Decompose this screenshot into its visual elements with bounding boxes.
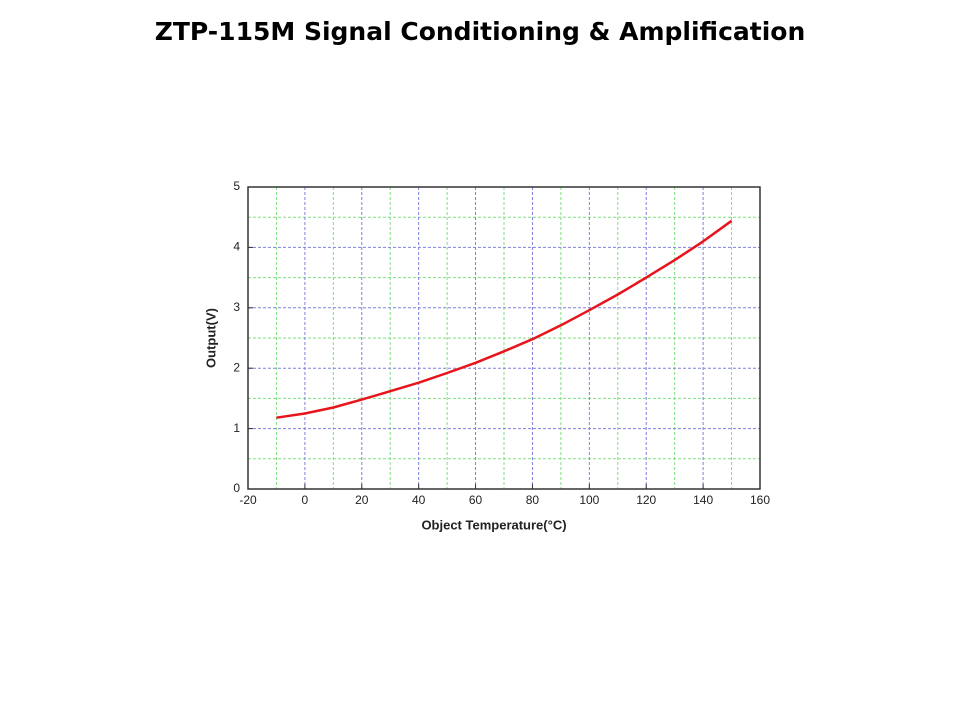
- data-line: [276, 219, 733, 419]
- x-axis-label: Object Temperature(°C): [421, 517, 566, 532]
- y-tick-label: 3: [233, 300, 240, 314]
- x-tick-label: 120: [636, 493, 656, 507]
- x-tick-label: 0: [302, 493, 309, 507]
- x-tick-label: 160: [750, 493, 770, 507]
- y-tick-label: 2: [233, 360, 240, 374]
- y-axis-label: Output(V): [203, 308, 218, 368]
- x-tick-label: 80: [526, 493, 540, 507]
- x-tick-label: 140: [693, 493, 713, 507]
- plot-frame: [247, 186, 761, 490]
- x-tick-label: 20: [355, 493, 369, 507]
- x-tick-label: -20: [239, 493, 257, 507]
- y-tick-label: 5: [233, 179, 240, 193]
- y-tick-label: 0: [233, 481, 240, 495]
- y-tick-label: 4: [233, 240, 240, 254]
- y-tick-label: 1: [233, 421, 240, 435]
- x-tick-label: 100: [579, 493, 599, 507]
- chart-title: ZTP-115M Signal Conditioning & Amplifica…: [155, 17, 806, 46]
- x-tick-label: 60: [469, 493, 483, 507]
- x-tick-label: 40: [412, 493, 426, 507]
